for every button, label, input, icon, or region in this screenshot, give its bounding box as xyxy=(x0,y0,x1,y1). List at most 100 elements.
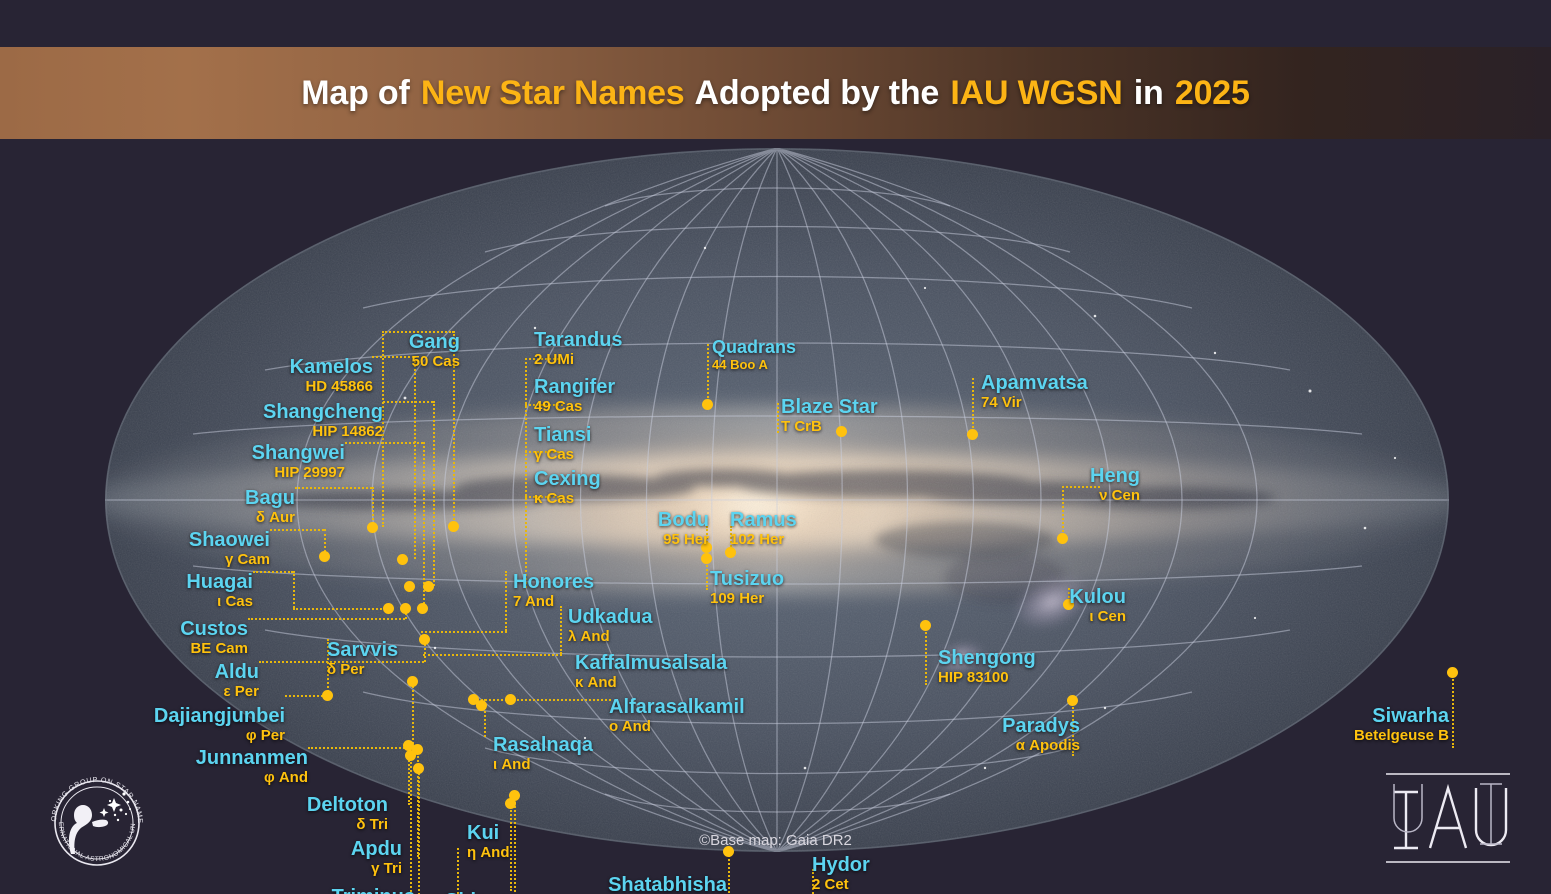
star-marker[interactable] xyxy=(504,693,516,705)
leader-line xyxy=(405,608,407,619)
star-marker[interactable] xyxy=(966,428,978,440)
star-marker[interactable] xyxy=(396,553,408,565)
star-marker[interactable] xyxy=(404,749,416,761)
star-label[interactable]: Siwarha Betelgeuse B xyxy=(105,705,1449,744)
star-label[interactable]: Rangifer 49 Cas xyxy=(534,376,615,415)
star-label[interactable]: Kaffalmusalsala κ And xyxy=(575,652,727,691)
star-label[interactable]: Rasalnaqa ι And xyxy=(493,734,593,773)
star-marker[interactable] xyxy=(318,550,330,562)
star-marker[interactable] xyxy=(467,693,479,705)
star-marker[interactable] xyxy=(382,602,394,614)
star-label[interactable]: Honores 7 And xyxy=(513,571,594,610)
star-label[interactable]: Bodu 95 Her xyxy=(105,509,709,548)
star-label[interactable]: Shatabhishaλ Aqr xyxy=(105,874,727,894)
star-marker[interactable] xyxy=(447,520,459,532)
star-label[interactable]: Sarvvis δ Per xyxy=(327,639,398,678)
star-designation: α Apodis xyxy=(1015,737,1080,754)
star-label[interactable]: Shangcheng HIP 14862 xyxy=(105,401,383,440)
sky-map: Gang 50 Cas Kamelos HD 45866 Shangcheng HIP 1… xyxy=(105,148,1458,894)
star-label[interactable]: Huagai ι Cas xyxy=(105,571,253,610)
star-label[interactable]: Paradys α Apodis xyxy=(105,715,1080,754)
star-label[interactable]: Ramus 102 Her xyxy=(730,509,797,548)
star-name: Sarvvis xyxy=(327,639,399,661)
star-designation: HD 45866 xyxy=(305,378,373,395)
star-label[interactable]: Aldu ε Per xyxy=(105,661,259,700)
star-designation: 2 Cet xyxy=(812,876,849,893)
star-name: Apamvatsa xyxy=(981,372,1088,394)
star-marker[interactable] xyxy=(724,546,736,558)
star-marker[interactable] xyxy=(1066,694,1078,706)
star-label[interactable]: Tiansi γ Cas xyxy=(534,424,591,463)
star-marker[interactable] xyxy=(366,521,378,533)
star-label[interactable]: Apamvatsa 74 Vir xyxy=(981,372,1088,411)
star-marker[interactable] xyxy=(1446,666,1458,678)
iau-logo xyxy=(1372,762,1524,874)
leader-line xyxy=(514,795,516,894)
leader-line xyxy=(453,331,455,527)
title-part: in xyxy=(1124,73,1173,112)
star-marker[interactable] xyxy=(508,789,520,801)
star-marker[interactable] xyxy=(1056,532,1068,544)
star-marker[interactable] xyxy=(403,580,415,592)
star-label[interactable]: Cexing κ Cas xyxy=(534,468,601,507)
star-marker[interactable] xyxy=(321,689,333,701)
star-name: Kaffalmusalsala xyxy=(575,652,728,674)
star-marker[interactable] xyxy=(475,699,487,711)
star-label[interactable]: Dajiangjunbei φ Per xyxy=(105,705,285,744)
star-name: Huagai xyxy=(186,571,253,593)
star-marker[interactable] xyxy=(406,675,418,687)
star-designation: λ And xyxy=(568,628,610,645)
star-name: Triminus xyxy=(105,886,415,894)
star-marker[interactable] xyxy=(700,552,712,564)
star-label[interactable]: Apdu γ Tri xyxy=(105,838,402,877)
star-label[interactable]: Tusizuo 109 Her xyxy=(710,568,784,607)
star-label[interactable]: Shengong HIP 83100 xyxy=(938,647,1036,686)
star-label[interactable]: Udkadua λ And xyxy=(568,606,652,645)
star-label[interactable]: Shaowei γ Cam xyxy=(105,529,270,568)
star-label[interactable]: Kulou ι Cen xyxy=(105,586,1126,625)
star-label[interactable]: Alfarasalkamil o And xyxy=(609,696,745,735)
title-part: Adopted by the xyxy=(686,73,949,112)
star-designation: HIP 14862 xyxy=(312,423,383,440)
star-label[interactable]: Custos BE Cam xyxy=(105,618,248,657)
star-name: Shangcheng xyxy=(262,401,383,423)
star-marker[interactable] xyxy=(504,797,516,809)
star-marker[interactable] xyxy=(412,762,424,774)
star-label[interactable]: Tarandus 2 UMi xyxy=(534,329,623,368)
star-label[interactable]: Gang 50 Cas xyxy=(105,331,460,370)
star-label[interactable]: Quadrans 44 Boo A xyxy=(712,337,796,372)
leader-line xyxy=(525,404,563,406)
star-label[interactable]: Junnanmen φ And xyxy=(105,747,308,786)
star-label[interactable]: Kamelos HD 45866 xyxy=(105,356,373,395)
star-marker[interactable] xyxy=(399,602,411,614)
star-name: Kui xyxy=(467,822,500,844)
star-label[interactable]: Kui η And xyxy=(467,822,510,861)
star-marker[interactable] xyxy=(1062,598,1074,610)
leader-line xyxy=(1062,486,1064,540)
leader-line xyxy=(345,442,423,444)
star-designation: 109 Her xyxy=(710,590,765,607)
leader-line xyxy=(408,745,410,805)
star-label[interactable]: Bagu δ Aur xyxy=(105,487,295,526)
leader-line xyxy=(525,358,563,360)
star-label[interactable]: Deltoton δ Tri xyxy=(105,794,388,833)
star-designation: η And xyxy=(467,844,510,861)
star-marker[interactable] xyxy=(402,739,414,751)
star-marker[interactable] xyxy=(422,580,434,592)
star-name: Honores xyxy=(513,571,595,593)
star-label[interactable]: Triminusι Tri xyxy=(105,886,415,894)
star-label[interactable]: Blaze Star T CrB xyxy=(781,396,878,435)
star-marker[interactable] xyxy=(700,541,712,553)
star-label[interactable]: Hydor 2 Cet xyxy=(812,854,870,893)
star-label[interactable]: Heng ν Cen xyxy=(105,465,1140,504)
star-name: Dajiangjunbei xyxy=(153,705,285,727)
star-marker[interactable] xyxy=(835,425,847,437)
star-marker[interactable] xyxy=(416,602,428,614)
star-marker[interactable] xyxy=(411,743,423,755)
star-marker[interactable] xyxy=(722,845,734,857)
star-marker[interactable] xyxy=(418,633,430,645)
star-marker[interactable] xyxy=(701,398,713,410)
star-marker[interactable] xyxy=(919,619,931,631)
star-label[interactable]: Shimuζ And xyxy=(445,890,506,894)
star-label[interactable]: Shangwei HIP 29997 xyxy=(105,442,345,481)
